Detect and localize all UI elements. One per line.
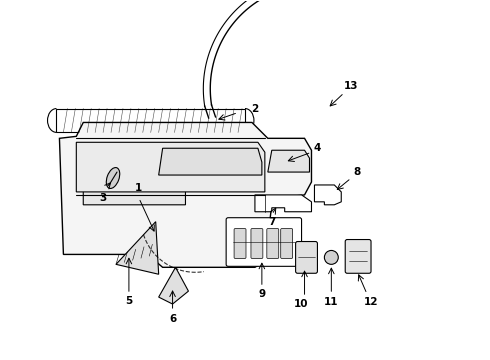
Text: 1: 1 xyxy=(135,183,143,193)
Text: 13: 13 xyxy=(344,81,358,91)
FancyBboxPatch shape xyxy=(345,239,371,273)
Text: 11: 11 xyxy=(324,297,339,307)
Text: 7: 7 xyxy=(268,217,275,227)
Polygon shape xyxy=(83,162,185,205)
Polygon shape xyxy=(56,109,245,132)
Polygon shape xyxy=(59,122,312,267)
FancyBboxPatch shape xyxy=(281,229,293,258)
FancyBboxPatch shape xyxy=(267,229,279,258)
Polygon shape xyxy=(255,195,312,212)
FancyBboxPatch shape xyxy=(295,242,318,273)
Ellipse shape xyxy=(106,167,120,189)
Polygon shape xyxy=(268,150,310,172)
Polygon shape xyxy=(116,222,159,274)
Text: 4: 4 xyxy=(314,143,321,153)
FancyBboxPatch shape xyxy=(226,218,301,266)
Text: 2: 2 xyxy=(251,104,259,113)
Polygon shape xyxy=(315,185,341,205)
FancyBboxPatch shape xyxy=(234,229,246,258)
Circle shape xyxy=(324,251,338,264)
Text: 5: 5 xyxy=(125,296,132,306)
Polygon shape xyxy=(159,267,189,304)
Text: 12: 12 xyxy=(364,297,378,307)
FancyBboxPatch shape xyxy=(251,229,263,258)
Text: 10: 10 xyxy=(294,299,309,309)
Text: 3: 3 xyxy=(99,193,107,203)
Polygon shape xyxy=(76,142,265,192)
Polygon shape xyxy=(159,148,262,175)
Text: 8: 8 xyxy=(353,167,361,177)
Text: 6: 6 xyxy=(169,314,176,324)
Text: 9: 9 xyxy=(258,289,266,299)
